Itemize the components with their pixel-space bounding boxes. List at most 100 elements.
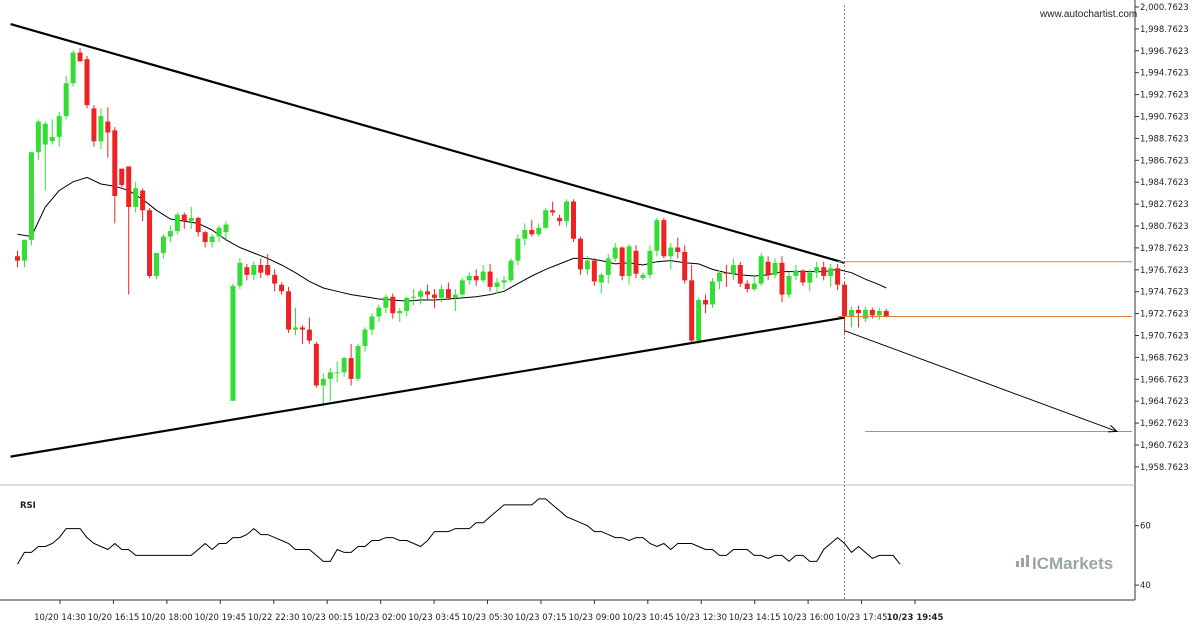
candle-down [348,358,354,379]
y-tick-label: 1,970.7623 [1140,332,1189,342]
candle-up [223,224,229,233]
candle-up [459,280,465,295]
candle-up [188,217,194,222]
brand-logo: ICMarkets [1016,554,1113,573]
x-tick-label: 10/23 17:45 [836,613,888,623]
candle-down [737,265,743,284]
candle-up [160,236,166,253]
x-tick-label: 10/23 00:15 [301,613,353,623]
candle-down [279,284,285,292]
candle-up [710,281,715,305]
candle-down [105,121,111,133]
x-tick-label: 10/20 19:45 [194,613,246,623]
candle-up [49,136,55,142]
brand-bar-icon [1016,561,1019,567]
candle-up [862,309,868,319]
candle-down [265,265,271,275]
candle-down [842,284,848,317]
y-tick-label: 1,962.7623 [1140,419,1189,429]
y-tick-label: 1,978.7623 [1140,244,1189,254]
x-tick-label: 10/23 19:45 [887,613,944,623]
y-tick-label: 1,974.7623 [1140,288,1189,298]
candle-down [591,260,597,282]
candle-down [550,210,556,213]
candle-down [682,251,688,281]
triangle-trendline [10,316,845,458]
candle-up [626,246,632,276]
candle-up [480,271,486,281]
candle-down [661,220,667,257]
candle-up [133,188,139,207]
candle-down [306,329,312,341]
candle-up [70,52,76,84]
candle-up [418,291,424,297]
candle-up [21,239,27,261]
candle-up [327,372,333,379]
x-tick-label: 10/23 03:45 [408,613,460,623]
x-tick-label: 10/22 22:30 [248,613,300,623]
rsi-panel: RSI 60 40 [17,498,1151,591]
candle-up [154,252,159,276]
y-tick-label: 1,990.7623 [1140,113,1189,123]
candle-down [425,291,431,295]
candle-up [536,227,542,235]
candle-up [355,346,361,379]
candle-down [675,247,681,252]
candle-up [251,265,257,275]
trendlines-layer [10,5,1132,600]
candle-up [807,272,813,283]
time-axis: 10/20 14:30 10/20 16:15 10/20 18:00 10/20 1… [34,600,943,623]
candle-up [376,307,382,317]
candle-up [814,267,820,273]
candle-up [438,289,444,298]
candle-up [605,258,611,275]
x-tick-label: 10/20 16:15 [88,613,140,623]
candle-down [869,309,875,316]
candle-down [529,229,535,235]
candle-up [612,247,618,259]
candle-down [140,190,146,211]
candle-down [619,247,625,276]
rsi-tick-label: 40 [1140,581,1151,591]
candle-down [390,296,396,314]
candle-up [216,227,222,237]
x-tick-label: 10/23 16:00 [782,613,834,623]
x-tick-label: 10/23 14:15 [729,613,781,623]
x-tick-label: 10/23 05:30 [462,613,514,623]
candle-down [557,217,563,222]
candle-down [723,272,729,274]
price-axis: 2,000.7623 1,998.7623 1,996.7623 1,994.7623… [1135,3,1189,473]
candle-down [473,275,479,281]
candle-up [654,220,660,251]
candle-up [42,123,48,145]
x-tick-label: 10/23 09:00 [569,613,621,623]
x-tick-label: 10/20 14:30 [34,613,86,623]
candle-down [77,52,83,62]
candle-up [515,238,521,261]
y-tick-label: 1,980.7623 [1140,222,1189,232]
candle-down [286,291,292,330]
candle-down [689,280,695,341]
candle-up [668,247,674,257]
candle-down [91,108,97,142]
brand-bar-icon [1026,555,1029,567]
rsi-tick-label: 60 [1140,522,1151,532]
candle-up [452,294,458,298]
candle-down [883,310,889,317]
y-tick-label: 1,960.7623 [1140,441,1189,451]
candle-up [466,275,472,281]
candle-down [577,238,583,270]
candle-down [765,261,771,275]
candle-up [494,282,500,287]
candle-up [598,274,604,283]
y-tick-label: 1,986.7623 [1140,156,1189,166]
candle-up [543,210,549,228]
x-tick-label: 10/23 10:45 [622,613,674,623]
candle-down [299,327,305,330]
brand-text: ICMarkets [1032,554,1113,573]
y-tick-label: 1,992.7623 [1140,91,1189,101]
candle-up [56,116,62,137]
y-tick-label: 1,998.7623 [1140,25,1189,35]
candle-up [564,201,570,222]
